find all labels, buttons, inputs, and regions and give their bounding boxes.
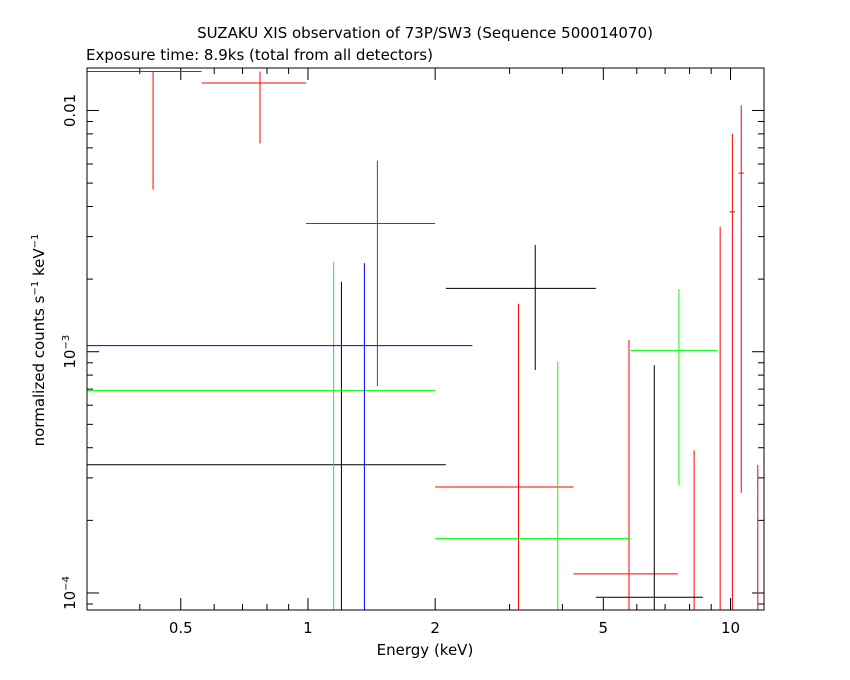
y-axis-label-main: normalized counts s (30, 295, 48, 446)
tick-labels: 0.5 1 2 5 10 10−4 10−3 0.01 (61, 94, 740, 637)
x-tick-label: 2 (430, 619, 440, 637)
plot-frame (86, 67, 765, 611)
y-tick-label: 0.01 (61, 94, 79, 127)
data-series (87, 71, 759, 610)
y-axis-label-sup2: −1 (30, 234, 41, 249)
chart-subtitle: Exposure time: 8.9ks (total from all det… (86, 46, 433, 64)
y-axis-label-sup1: −1 (30, 281, 41, 296)
series-1 (87, 244, 703, 610)
x-tick-label: 0.5 (169, 619, 193, 637)
x-tick-label: 10 (721, 619, 740, 637)
y-axis-label: normalized counts s−1 keV−1 (30, 234, 48, 447)
series-0 (87, 71, 759, 610)
y-tick-label: 10−3 (61, 335, 79, 369)
x-tick-label: 1 (303, 619, 313, 637)
y-tick-label: 10−4 (61, 576, 79, 610)
y-axis-label-mid: keV (30, 248, 48, 281)
chart-title: SUZAKU XIS observation of 73P/SW3 (Seque… (197, 24, 653, 42)
series-2 (87, 262, 718, 610)
series-3 (87, 263, 473, 610)
axis-ticks (86, 68, 764, 610)
x-tick-label: 5 (599, 619, 609, 637)
x-axis-label: Energy (keV) (377, 641, 474, 659)
